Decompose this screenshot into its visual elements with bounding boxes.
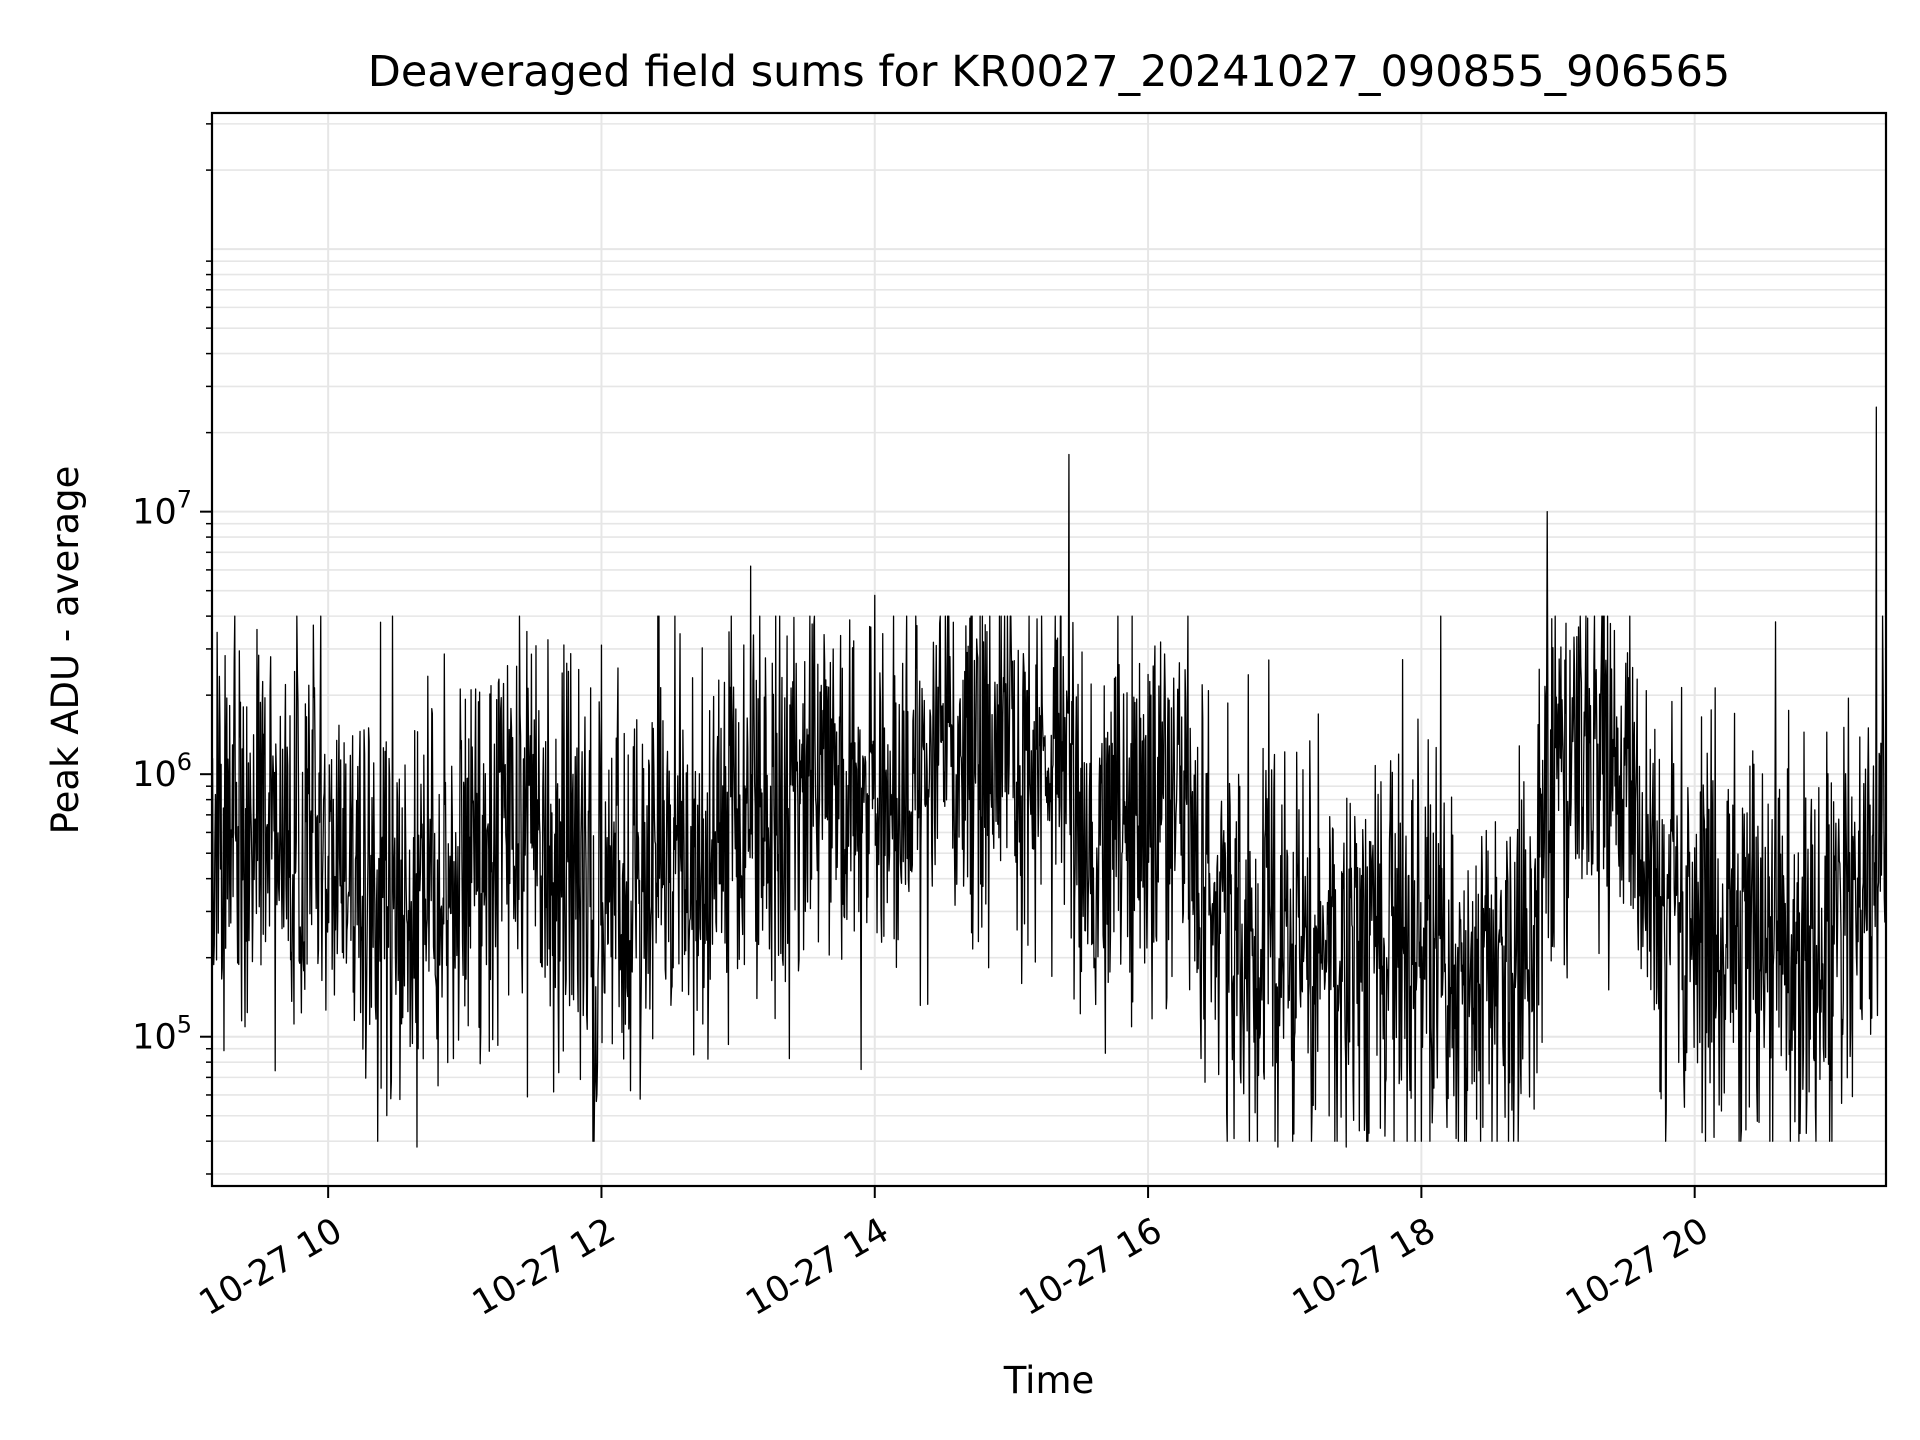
series-line: [211, 406, 1887, 1148]
x-axis-label: Time: [1003, 1359, 1095, 1402]
grid: [212, 113, 1886, 1186]
x-tick-label: 10-27 14: [739, 1211, 895, 1324]
x-tick-label: 10-27 18: [1286, 1211, 1442, 1324]
x-axis: 10-27 10 10-27 12 10-27 14 10-27 16 10-27 18…: [193, 1186, 1716, 1324]
x-tick-label: 10-27 16: [1013, 1211, 1169, 1324]
x-tick-label: 10-27 10: [193, 1211, 349, 1324]
y-tick-label: 106: [132, 748, 192, 795]
y-axis: 105 106 107: [132, 123, 212, 1175]
x-tick-label: 10-27 12: [466, 1211, 622, 1324]
y-tick-label: 105: [132, 1011, 192, 1058]
y-tick-label: 107: [132, 486, 192, 533]
x-tick-label: 10-27 20: [1559, 1211, 1715, 1324]
y-axis-label: Peak ADU - average: [44, 466, 87, 835]
series-group: [211, 406, 1887, 1148]
chart-title: Deaveraged field sums for KR0027_2024102…: [368, 47, 1731, 97]
